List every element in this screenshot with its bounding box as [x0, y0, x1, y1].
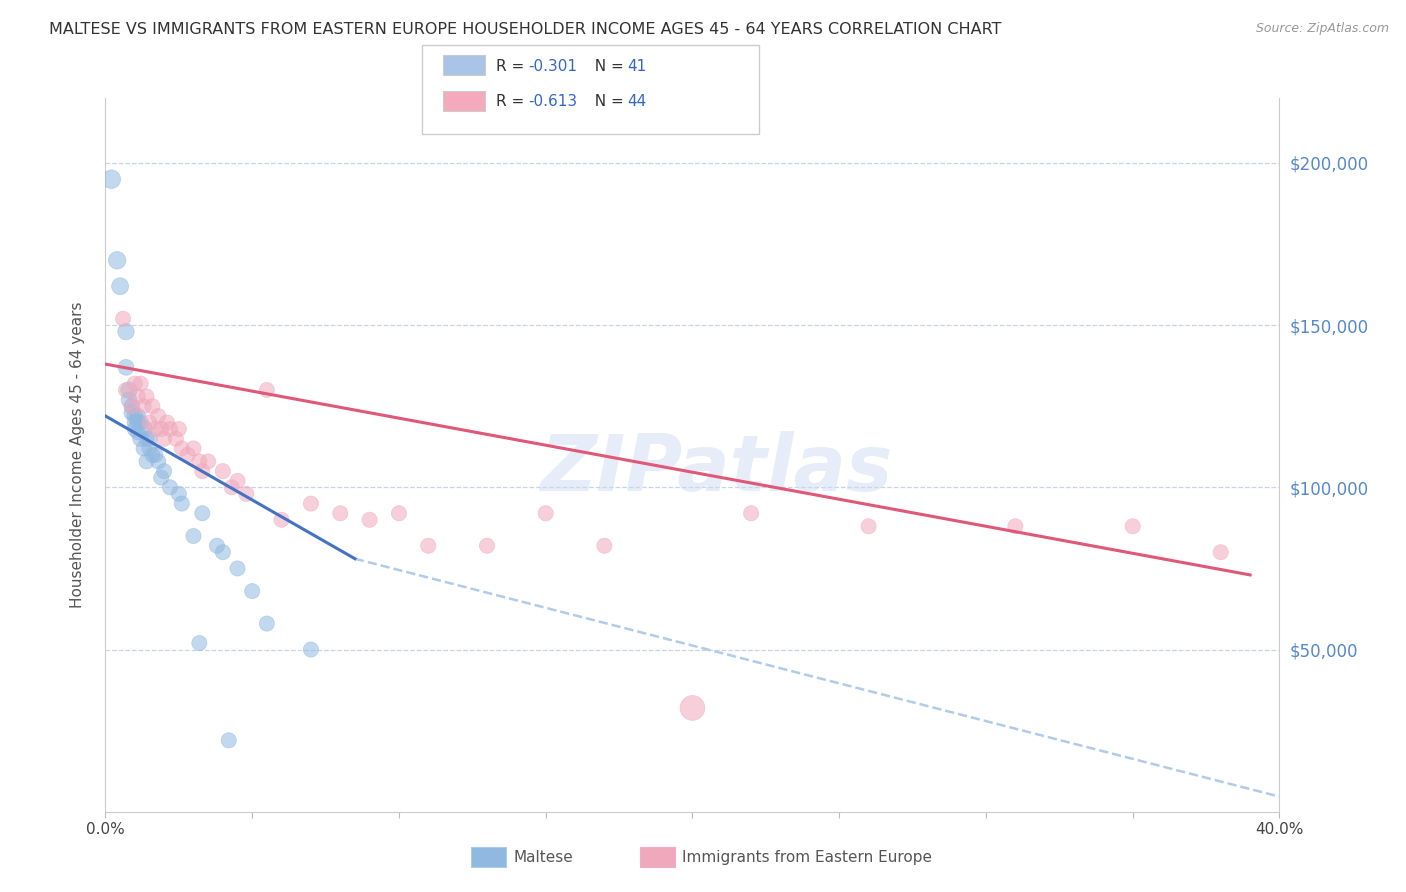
Text: 44: 44 [627, 95, 647, 109]
Point [132, 399, 155, 413]
Point [159, 422, 181, 436]
Point [256, 383, 278, 397]
Text: Maltese: Maltese [513, 850, 572, 864]
Point [167, 487, 190, 501]
Point [475, 539, 498, 553]
Text: 41: 41 [627, 59, 647, 73]
Text: N =: N = [585, 59, 628, 73]
Point [197, 454, 219, 468]
Point [121, 399, 143, 413]
Point [129, 376, 152, 391]
Point [593, 539, 616, 553]
Point [170, 442, 193, 456]
Point [148, 454, 170, 468]
Text: R =: R = [496, 59, 530, 73]
Point [388, 506, 411, 520]
Text: MALTESE VS IMMIGRANTS FROM EASTERN EUROPE HOUSEHOLDER INCOME AGES 45 - 64 YEARS : MALTESE VS IMMIGRANTS FROM EASTERN EUROP… [49, 22, 1001, 37]
Text: -0.301: -0.301 [529, 59, 578, 73]
Point [188, 636, 211, 650]
Point [218, 733, 240, 747]
Point [127, 409, 149, 423]
Point [183, 442, 205, 456]
Point [418, 539, 440, 553]
Point [1004, 519, 1026, 533]
Point [148, 409, 170, 423]
Point [115, 325, 138, 339]
Point [1209, 545, 1232, 559]
Point [127, 390, 149, 404]
Point [115, 383, 138, 397]
Point [121, 406, 143, 420]
Point [329, 506, 352, 520]
Point [170, 497, 193, 511]
Point [127, 425, 149, 440]
Point [205, 539, 228, 553]
Point [256, 616, 278, 631]
Text: Immigrants from Eastern Europe: Immigrants from Eastern Europe [682, 850, 932, 864]
Point [108, 279, 131, 293]
Point [191, 506, 214, 520]
Point [150, 422, 173, 436]
Point [159, 480, 181, 494]
Point [138, 442, 160, 456]
Point [1122, 519, 1144, 533]
Point [132, 422, 155, 436]
Point [235, 487, 257, 501]
Point [135, 454, 157, 468]
Point [682, 701, 704, 715]
Point [118, 392, 141, 407]
Point [221, 480, 243, 494]
Point [124, 409, 146, 423]
Point [156, 416, 179, 430]
Point [135, 390, 157, 404]
Point [165, 432, 187, 446]
Point [740, 506, 762, 520]
Point [143, 448, 166, 462]
Point [226, 474, 249, 488]
Point [129, 416, 152, 430]
Point [240, 584, 263, 599]
Text: R =: R = [496, 95, 530, 109]
Point [150, 470, 173, 484]
Point [359, 513, 381, 527]
Point [135, 432, 157, 446]
Point [124, 416, 146, 430]
Point [299, 497, 322, 511]
Point [138, 416, 160, 430]
Point [299, 642, 322, 657]
Point [121, 399, 143, 413]
Point [112, 311, 135, 326]
Text: N =: N = [585, 95, 628, 109]
Point [141, 399, 163, 413]
Point [153, 464, 176, 478]
Point [211, 464, 233, 478]
Point [176, 448, 198, 462]
Point [143, 422, 166, 436]
Point [100, 172, 122, 186]
Point [167, 422, 190, 436]
Point [115, 360, 138, 375]
Text: -0.613: -0.613 [529, 95, 578, 109]
Point [138, 432, 160, 446]
Point [132, 442, 155, 456]
Point [118, 383, 141, 397]
Point [153, 432, 176, 446]
Point [188, 454, 211, 468]
Text: Source: ZipAtlas.com: Source: ZipAtlas.com [1256, 22, 1389, 36]
Point [129, 432, 152, 446]
Point [141, 448, 163, 462]
Point [127, 416, 149, 430]
Point [124, 376, 146, 391]
Point [534, 506, 557, 520]
Point [858, 519, 880, 533]
Point [105, 253, 128, 268]
Point [270, 513, 292, 527]
Point [124, 422, 146, 436]
Point [183, 529, 205, 543]
Point [211, 545, 233, 559]
Y-axis label: Householder Income Ages 45 - 64 years: Householder Income Ages 45 - 64 years [70, 301, 84, 608]
Point [226, 561, 249, 575]
Text: ZIPatlas: ZIPatlas [540, 431, 891, 508]
Point [191, 464, 214, 478]
